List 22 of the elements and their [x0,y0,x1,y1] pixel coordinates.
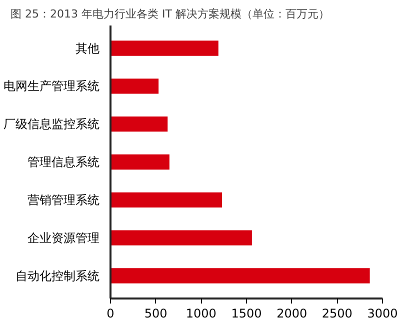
bar [110,40,218,56]
y-tick-label: 自动化控制系统 [16,268,100,283]
x-tick-label: 1000 [186,306,216,320]
y-tick-label: 厂级信息监控系统 [4,117,100,132]
y-tick-label: 其他 [76,41,100,56]
x-tick-label: 1500 [231,306,262,320]
y-tick-label: 电网生产管理系统 [4,79,100,94]
bar [110,230,252,246]
bar [110,192,222,208]
y-tick-label: 企业资源管理 [28,230,100,245]
x-tick-label: 0 [106,306,114,320]
y-tick-label: 管理信息系统 [28,155,100,169]
x-tick-label: 3000 [367,306,398,320]
bar [110,116,168,132]
x-tick-label: 2000 [276,306,308,320]
bar [110,154,170,170]
bar [110,268,370,284]
bar [110,78,159,94]
x-tick-label: 2500 [322,306,352,320]
x-tick-label: 500 [144,306,168,320]
chart-title: 图 25：2013 年电力行业各类 IT 解决方案规模（单位：百万元） [10,8,330,20]
y-tick-label: 营销管理系统 [28,192,100,207]
